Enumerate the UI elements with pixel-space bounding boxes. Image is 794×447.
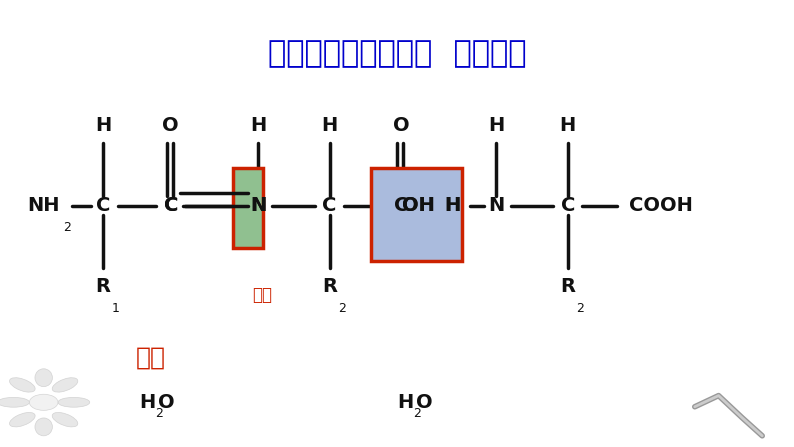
- Text: N: N: [488, 196, 504, 215]
- Text: C: C: [164, 196, 178, 215]
- Text: 2: 2: [576, 302, 584, 315]
- Ellipse shape: [10, 413, 35, 427]
- Ellipse shape: [0, 397, 29, 407]
- Text: H: H: [95, 116, 111, 135]
- Ellipse shape: [10, 378, 35, 392]
- Text: 2: 2: [64, 220, 71, 234]
- Text: R: R: [96, 277, 110, 295]
- Text: R: R: [322, 277, 337, 295]
- Ellipse shape: [52, 378, 78, 392]
- Text: C: C: [164, 196, 178, 215]
- Ellipse shape: [35, 418, 52, 436]
- Text: 1: 1: [112, 302, 120, 315]
- Text: N: N: [250, 196, 266, 215]
- Text: O: O: [393, 116, 409, 135]
- Text: OH: OH: [402, 196, 435, 215]
- Text: OH: OH: [402, 196, 435, 215]
- FancyBboxPatch shape: [371, 168, 462, 261]
- Text: H: H: [250, 116, 266, 135]
- Text: 二肽: 二肽: [136, 346, 166, 370]
- Circle shape: [29, 394, 58, 410]
- Text: O: O: [163, 116, 179, 135]
- Ellipse shape: [58, 397, 90, 407]
- Text: H: H: [445, 196, 461, 215]
- Ellipse shape: [35, 369, 52, 387]
- FancyBboxPatch shape: [233, 168, 263, 248]
- Text: O: O: [159, 393, 175, 412]
- Text: H: H: [445, 196, 461, 215]
- Text: 2: 2: [413, 407, 421, 420]
- Text: 2: 2: [338, 302, 346, 315]
- Text: NH: NH: [28, 196, 60, 215]
- Text: R: R: [561, 277, 575, 295]
- Text: 2: 2: [155, 407, 163, 420]
- Text: H: H: [139, 393, 155, 412]
- Text: COOH: COOH: [630, 196, 693, 215]
- Text: 氨基酸的结合方式：  脱水缩合: 氨基酸的结合方式： 脱水缩合: [268, 39, 526, 68]
- Ellipse shape: [52, 413, 78, 427]
- Text: H: H: [322, 116, 337, 135]
- Text: C: C: [96, 196, 110, 215]
- Text: H: H: [397, 393, 413, 412]
- Text: C: C: [561, 196, 575, 215]
- Text: H: H: [488, 116, 504, 135]
- Text: 肽键: 肽键: [252, 286, 272, 304]
- Text: N: N: [250, 196, 266, 215]
- Text: C: C: [394, 196, 408, 215]
- Text: H: H: [560, 116, 576, 135]
- Text: C: C: [322, 196, 337, 215]
- Text: O: O: [417, 393, 433, 412]
